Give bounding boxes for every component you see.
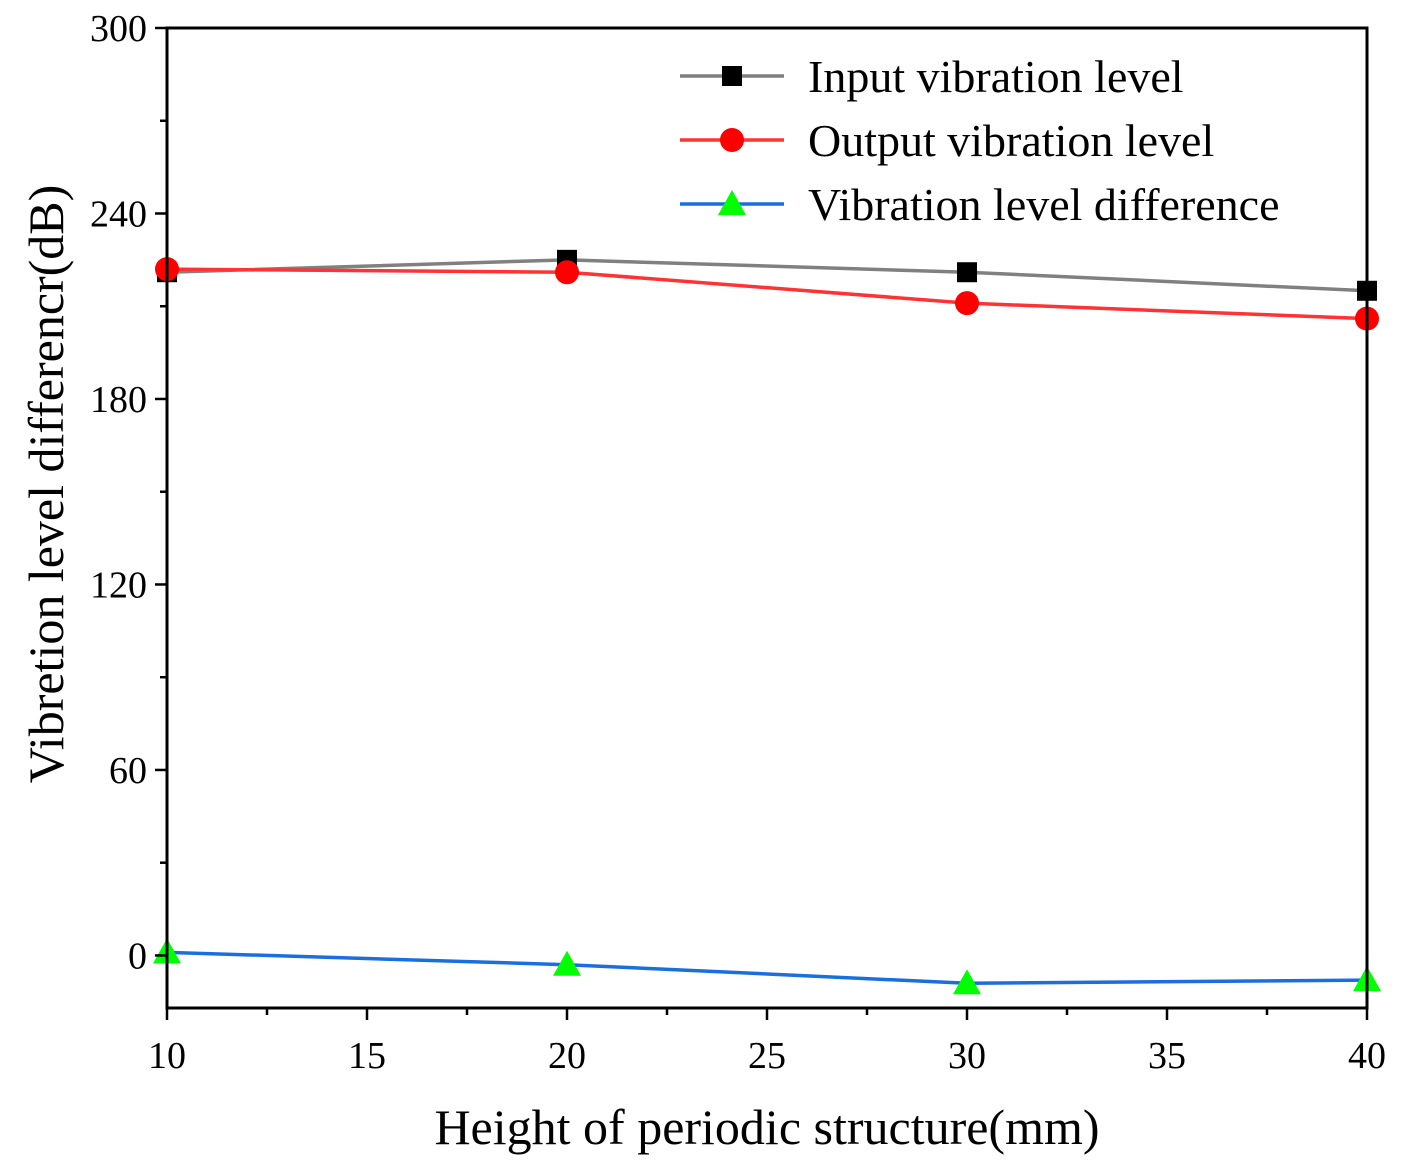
series-line-3 bbox=[166, 950, 1368, 986]
x-tick-label: 30 bbox=[948, 1035, 986, 1077]
plot-marks bbox=[153, 249, 1381, 995]
legend-marker bbox=[722, 66, 742, 86]
y-tick-label: 60 bbox=[109, 750, 147, 792]
data-point-series-2-3 bbox=[955, 291, 979, 316]
y-tick-label: 0 bbox=[128, 935, 147, 977]
data-point-series-2-2 bbox=[555, 260, 579, 285]
data-point-series-1-3 bbox=[957, 262, 977, 283]
series-line-1 bbox=[166, 258, 1368, 293]
y-tick-label: 180 bbox=[90, 379, 147, 421]
x-tick-label: 10 bbox=[148, 1035, 186, 1077]
data-point-series-3-3 bbox=[953, 969, 981, 995]
y-tick-label: 240 bbox=[90, 193, 147, 235]
legend-label: Output vibration level bbox=[808, 115, 1214, 166]
y-axis-title: Vibretion level differencr(dB) bbox=[18, 185, 74, 784]
axes: 10 15 20 25 30 35 40 0 60 120 180 240 300 bbox=[90, 8, 1386, 1077]
x-tick-label: 15 bbox=[348, 1035, 386, 1077]
y-tick-label: 120 bbox=[90, 564, 147, 606]
legend-label: Input vibration level bbox=[808, 51, 1184, 102]
plot-frame bbox=[165, 26, 1369, 1010]
data-point-series-3-2 bbox=[553, 950, 581, 976]
legend-marker bbox=[718, 190, 746, 215]
x-axis-title: Height of periodic structure(mm) bbox=[434, 1099, 1099, 1155]
series-line-2 bbox=[166, 267, 1368, 321]
legend-label: Vibration level difference bbox=[808, 179, 1280, 230]
legend: Input vibration level Output vibration le… bbox=[680, 51, 1280, 230]
x-tick-label: 40 bbox=[1348, 1035, 1386, 1077]
legend-item-1: Input vibration level bbox=[680, 51, 1184, 102]
legend-item-3: Vibration level difference bbox=[680, 179, 1280, 230]
x-tick-label: 20 bbox=[548, 1035, 586, 1077]
legend-marker bbox=[720, 128, 744, 152]
legend-item-2: Output vibration level bbox=[680, 115, 1214, 166]
x-tick-label: 35 bbox=[1148, 1035, 1186, 1077]
y-tick-label: 300 bbox=[90, 8, 147, 50]
x-tick-label: 25 bbox=[748, 1035, 786, 1077]
